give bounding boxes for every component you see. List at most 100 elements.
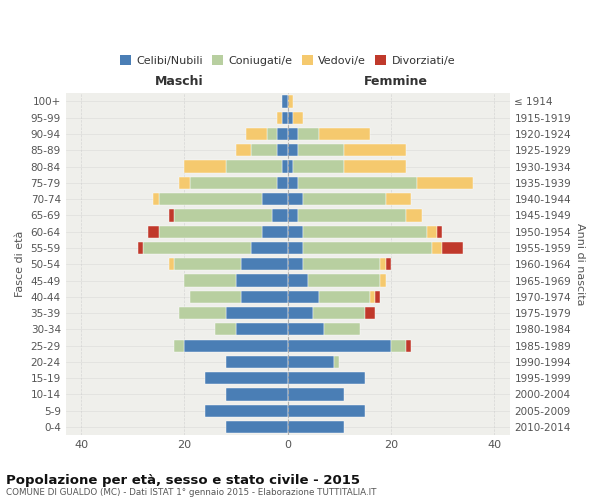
Bar — [272, 210, 287, 222]
Bar — [432, 242, 442, 254]
Bar — [416, 177, 473, 189]
Bar — [287, 307, 313, 319]
Bar — [313, 307, 365, 319]
Bar — [324, 323, 360, 336]
Bar — [287, 144, 298, 156]
Bar — [287, 177, 298, 189]
Bar — [298, 144, 344, 156]
Bar — [287, 226, 303, 238]
Bar — [287, 388, 344, 400]
Bar — [293, 160, 344, 172]
Bar — [283, 112, 287, 124]
Bar — [251, 144, 277, 156]
Bar — [287, 112, 293, 124]
Bar — [226, 307, 287, 319]
Bar — [184, 160, 226, 172]
Bar — [376, 290, 380, 303]
Bar — [236, 323, 287, 336]
Bar — [298, 177, 416, 189]
Bar — [287, 404, 365, 417]
Bar — [251, 242, 287, 254]
Bar — [287, 96, 293, 108]
Text: Maschi: Maschi — [155, 76, 203, 88]
Bar — [380, 258, 386, 270]
Bar — [298, 210, 406, 222]
Bar — [365, 307, 376, 319]
Bar — [287, 323, 324, 336]
Bar — [319, 290, 370, 303]
Bar — [236, 144, 251, 156]
Bar — [437, 226, 442, 238]
Bar — [277, 128, 287, 140]
Bar — [427, 226, 437, 238]
Bar — [344, 160, 406, 172]
Bar — [277, 177, 287, 189]
Bar — [391, 340, 406, 351]
Bar — [283, 160, 287, 172]
Bar — [169, 258, 174, 270]
Bar — [334, 356, 339, 368]
Bar — [184, 340, 287, 351]
Bar — [277, 144, 287, 156]
Bar — [370, 290, 376, 303]
Bar — [174, 258, 241, 270]
Bar — [138, 242, 143, 254]
Bar — [241, 290, 287, 303]
Bar — [287, 258, 303, 270]
Bar — [241, 258, 287, 270]
Bar — [226, 388, 287, 400]
Bar — [246, 128, 267, 140]
Bar — [442, 242, 463, 254]
Y-axis label: Fasce di età: Fasce di età — [15, 231, 25, 298]
Text: Femmine: Femmine — [364, 76, 428, 88]
Bar — [287, 421, 344, 433]
Bar — [303, 226, 427, 238]
Bar — [262, 193, 287, 205]
Bar — [169, 210, 174, 222]
Bar — [287, 340, 391, 351]
Bar — [406, 340, 412, 351]
Bar — [148, 226, 158, 238]
Bar — [267, 128, 277, 140]
Bar — [308, 274, 380, 286]
Bar — [158, 193, 262, 205]
Bar — [283, 96, 287, 108]
Bar — [262, 226, 287, 238]
Bar — [287, 128, 298, 140]
Bar — [386, 193, 412, 205]
Bar — [226, 160, 283, 172]
Text: Popolazione per età, sesso e stato civile - 2015: Popolazione per età, sesso e stato civil… — [6, 474, 360, 487]
Bar — [303, 242, 432, 254]
Bar — [380, 274, 386, 286]
Legend: Celibi/Nubili, Coniugati/e, Vedovi/e, Divorziati/e: Celibi/Nubili, Coniugati/e, Vedovi/e, Di… — [115, 51, 460, 70]
Bar — [190, 177, 277, 189]
Bar — [190, 290, 241, 303]
Bar — [205, 404, 287, 417]
Bar — [287, 193, 303, 205]
Bar — [287, 210, 298, 222]
Bar — [287, 274, 308, 286]
Bar — [184, 274, 236, 286]
Bar — [174, 210, 272, 222]
Bar — [179, 177, 190, 189]
Bar — [215, 323, 236, 336]
Bar — [205, 372, 287, 384]
Bar — [287, 290, 319, 303]
Bar — [344, 144, 406, 156]
Bar — [287, 242, 303, 254]
Bar — [319, 128, 370, 140]
Bar — [298, 128, 319, 140]
Bar — [154, 193, 158, 205]
Bar — [386, 258, 391, 270]
Bar — [143, 242, 251, 254]
Bar — [236, 274, 287, 286]
Bar — [287, 372, 365, 384]
Bar — [406, 210, 422, 222]
Bar — [287, 356, 334, 368]
Bar — [303, 193, 386, 205]
Bar — [293, 112, 303, 124]
Bar — [303, 258, 380, 270]
Bar — [226, 356, 287, 368]
Bar — [277, 112, 283, 124]
Bar — [179, 307, 226, 319]
